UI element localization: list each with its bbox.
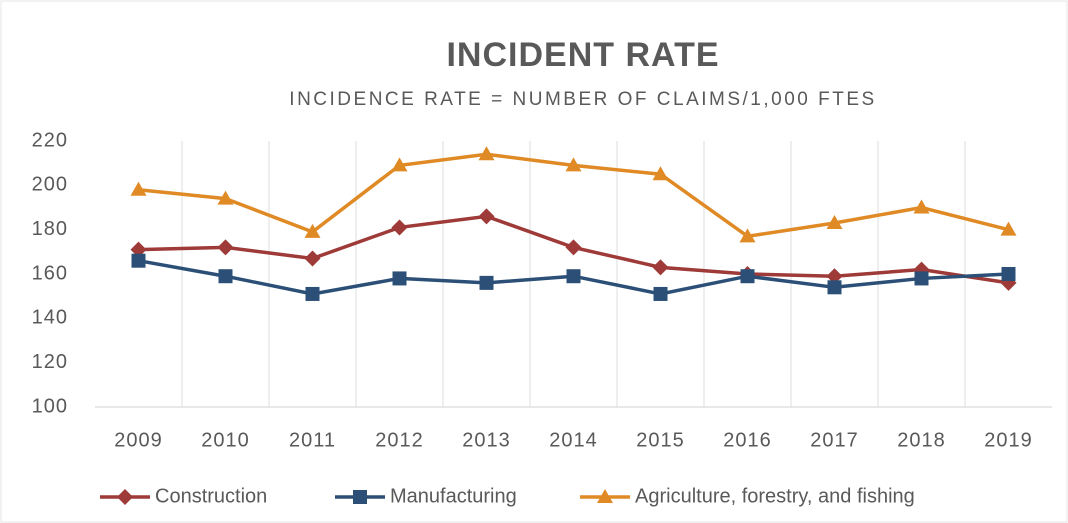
point-marker xyxy=(914,271,929,286)
point-marker xyxy=(913,199,930,214)
y-tick-label: 160 xyxy=(32,262,68,284)
point-marker xyxy=(305,286,320,301)
point-marker xyxy=(653,286,668,301)
y-tick-label: 180 xyxy=(32,218,68,240)
point-marker xyxy=(479,275,494,290)
x-tick-label: 2013 xyxy=(462,429,511,451)
legend-label: Agriculture, forestry, and fishing xyxy=(635,485,915,507)
y-tick-label: 220 xyxy=(32,129,68,151)
point-marker xyxy=(304,223,321,238)
legend-label: Manufacturing xyxy=(390,485,517,507)
point-marker xyxy=(739,228,756,243)
point-marker xyxy=(217,239,234,256)
x-tick-label: 2010 xyxy=(201,429,250,451)
point-marker xyxy=(740,269,755,284)
point-marker xyxy=(131,253,146,268)
x-tick-label: 2011 xyxy=(289,429,336,451)
x-tick-label: 2019 xyxy=(984,429,1033,451)
legend-marker xyxy=(117,489,133,505)
point-marker xyxy=(391,157,408,172)
point-marker xyxy=(1001,267,1016,281)
x-tick-label: 2018 xyxy=(897,429,946,451)
y-tick-label: 100 xyxy=(32,395,68,417)
point-marker xyxy=(130,181,147,196)
point-marker xyxy=(392,271,407,286)
x-tick-label: 2012 xyxy=(375,429,424,451)
chart-title: INCIDENT RATE xyxy=(446,36,719,74)
point-marker xyxy=(827,280,842,295)
point-marker xyxy=(1000,221,1017,236)
point-marker xyxy=(826,268,843,285)
point-marker xyxy=(565,157,582,172)
point-marker xyxy=(565,239,582,256)
point-marker xyxy=(478,208,495,225)
x-tick-label: 2015 xyxy=(636,429,685,451)
y-tick-label: 120 xyxy=(32,351,68,373)
point-marker xyxy=(652,166,669,181)
point-marker xyxy=(304,250,321,267)
point-marker xyxy=(478,146,495,161)
legend-marker xyxy=(597,489,613,503)
x-tick-label: 2014 xyxy=(549,429,598,451)
point-marker xyxy=(217,190,234,205)
x-tick-label: 2016 xyxy=(723,429,772,451)
y-tick-label: 200 xyxy=(32,174,68,196)
point-marker xyxy=(566,269,581,284)
x-tick-label: 2009 xyxy=(114,429,163,451)
point-marker xyxy=(826,215,843,230)
legend-label: Construction xyxy=(155,485,267,507)
x-tick-label: 2017 xyxy=(810,429,859,451)
point-marker xyxy=(218,269,233,284)
point-marker xyxy=(130,241,147,258)
point-marker xyxy=(391,219,408,236)
chart-subtitle: INCIDENCE RATE = NUMBER OF CLAIMS/1,000 … xyxy=(289,89,876,110)
legend-marker xyxy=(353,490,367,504)
point-marker xyxy=(652,259,669,276)
y-tick-label: 140 xyxy=(32,307,68,329)
